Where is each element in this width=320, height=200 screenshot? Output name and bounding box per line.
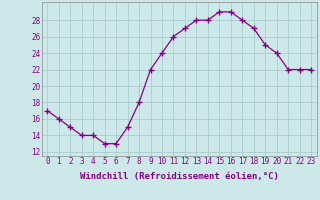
X-axis label: Windchill (Refroidissement éolien,°C): Windchill (Refroidissement éolien,°C) (80, 172, 279, 181)
